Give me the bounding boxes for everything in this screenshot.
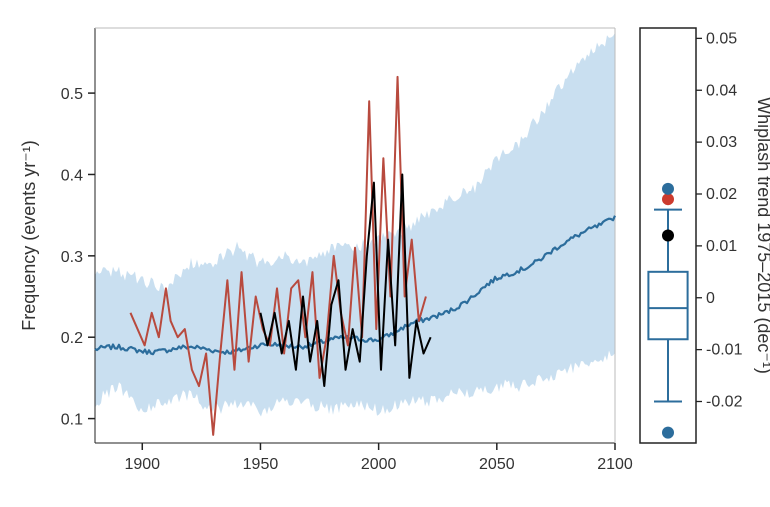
xtick-label: 2000 <box>361 456 397 473</box>
ytick-label: 0.5 <box>61 86 83 103</box>
ytick-label: 0.3 <box>61 249 83 266</box>
ytick-label: 0.4 <box>61 167 83 184</box>
xtick-label: 2050 <box>479 456 515 473</box>
box <box>648 272 687 339</box>
side-ytick-label: -0.02 <box>706 394 743 411</box>
side-ytick-label: 0.05 <box>706 30 737 47</box>
side-panel: -0.02 -0.01 0 0.01 0.02 0.03 0.04 0.05 Whiplash … <box>640 28 770 443</box>
confidence-band <box>95 33 615 417</box>
xtick-label: 1950 <box>243 456 279 473</box>
pt-red <box>662 193 674 205</box>
xtick-label: 2100 <box>597 456 633 473</box>
ytick-label: 0.1 <box>61 412 83 429</box>
side-ytick-label: 0 <box>706 290 715 307</box>
pt-black <box>662 230 674 242</box>
y-axis-label: Frequency (events yr⁻¹) <box>19 140 39 331</box>
side-ytick-label: 0.01 <box>706 238 737 255</box>
xtick-label: 1900 <box>124 456 160 473</box>
side-y-axis-label: Whiplash trend 1975–2015 (dec⁻¹) <box>754 97 770 374</box>
side-ytick-label: 0.04 <box>706 82 737 99</box>
side-ytick-label: 0.03 <box>706 134 737 151</box>
ytick-label: 0.2 <box>61 330 83 347</box>
side-ytick-label: 0.02 <box>706 186 737 203</box>
side-ytick-label: -0.01 <box>706 342 743 359</box>
pt-blue-top <box>662 183 674 195</box>
main-panel: 0.1 0.2 0.3 0.4 0.5 1900 1950 2000 2050 2100 Frequ… <box>19 28 633 473</box>
pt-blue-bot <box>662 427 674 439</box>
chart-root: 0.1 0.2 0.3 0.4 0.5 1900 1950 2000 2050 2100 Frequ… <box>0 0 770 502</box>
